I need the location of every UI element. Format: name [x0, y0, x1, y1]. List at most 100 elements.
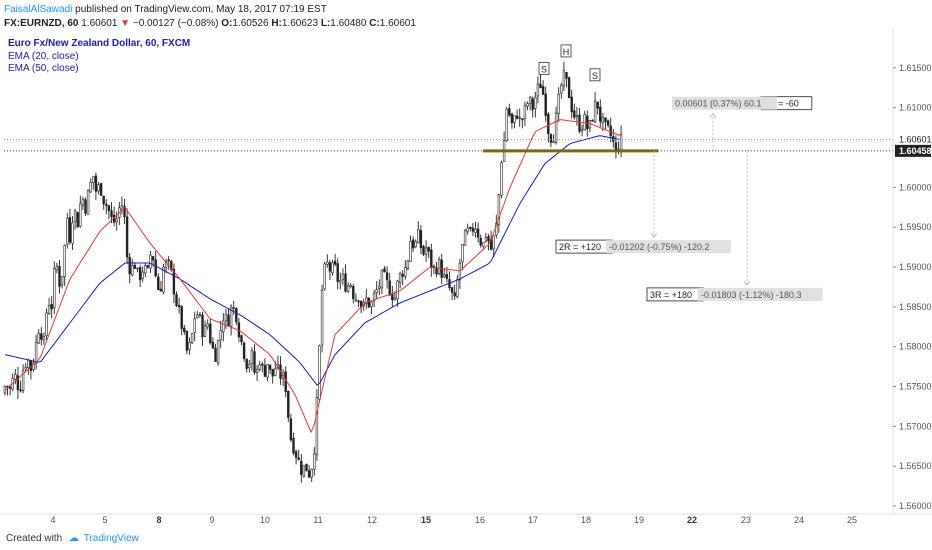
- candle[interactable]: [560, 82, 563, 99]
- candle[interactable]: [354, 293, 358, 302]
- candle[interactable]: [27, 358, 30, 376]
- candle[interactable]: [619, 125, 623, 158]
- candle[interactable]: [344, 264, 347, 293]
- candle[interactable]: [123, 199, 126, 225]
- pattern-label-box[interactable]: [560, 44, 572, 58]
- candle[interactable]: [580, 124, 584, 137]
- candle[interactable]: [471, 222, 475, 236]
- candle[interactable]: [58, 259, 61, 294]
- candle[interactable]: [427, 246, 430, 259]
- candle[interactable]: [578, 107, 581, 134]
- candle[interactable]: [250, 347, 254, 371]
- candle[interactable]: [515, 109, 519, 120]
- candle[interactable]: [227, 309, 230, 327]
- pattern-label-box[interactable]: [538, 62, 550, 75]
- candle[interactable]: [437, 256, 441, 276]
- candle[interactable]: [224, 308, 228, 330]
- candle[interactable]: [253, 344, 256, 375]
- candle[interactable]: [214, 343, 217, 362]
- candle[interactable]: [396, 279, 399, 307]
- candle[interactable]: [372, 289, 376, 308]
- candle[interactable]: [255, 365, 259, 381]
- candle[interactable]: [521, 117, 524, 129]
- candle[interactable]: [513, 114, 516, 129]
- legend-title[interactable]: Euro Fx/New Zealand Dollar, 60, FXCM: [8, 38, 191, 49]
- candle[interactable]: [268, 364, 272, 375]
- candle[interactable]: [414, 239, 417, 249]
- candle[interactable]: [183, 324, 186, 335]
- candle[interactable]: [136, 267, 139, 273]
- candle[interactable]: [305, 463, 308, 472]
- candle[interactable]: [352, 283, 355, 304]
- candle[interactable]: [19, 380, 22, 393]
- candle[interactable]: [500, 160, 503, 199]
- candle[interactable]: [526, 101, 529, 111]
- candle[interactable]: [313, 447, 316, 476]
- candle[interactable]: [375, 280, 378, 300]
- candle[interactable]: [606, 119, 610, 128]
- tradingview-brand[interactable]: TradingView: [83, 533, 139, 544]
- candle[interactable]: [180, 305, 183, 336]
- candle[interactable]: [47, 298, 51, 316]
- candle[interactable]: [229, 304, 233, 336]
- candle[interactable]: [206, 319, 209, 330]
- candle[interactable]: [24, 362, 27, 372]
- candle[interactable]: [120, 196, 124, 215]
- candle[interactable]: [190, 332, 194, 345]
- candle[interactable]: [29, 359, 33, 380]
- candle[interactable]: [565, 72, 568, 88]
- candle[interactable]: [266, 364, 269, 382]
- candle[interactable]: [476, 222, 480, 243]
- candle[interactable]: [583, 110, 586, 131]
- pattern-label-box[interactable]: [589, 68, 601, 82]
- candle[interactable]: [131, 258, 134, 277]
- candle[interactable]: [328, 259, 332, 281]
- candle[interactable]: [534, 91, 537, 118]
- candle[interactable]: [419, 224, 423, 254]
- candle[interactable]: [458, 258, 462, 289]
- candle[interactable]: [424, 240, 428, 262]
- candle[interactable]: [601, 112, 605, 132]
- candle[interactable]: [281, 369, 285, 387]
- candle[interactable]: [99, 182, 103, 197]
- candle[interactable]: [404, 260, 407, 280]
- ema20-line[interactable]: [4, 119, 621, 434]
- candle[interactable]: [71, 216, 74, 250]
- candle[interactable]: [162, 263, 165, 295]
- candle[interactable]: [409, 235, 412, 262]
- author-link[interactable]: FaisalAlSawadi: [4, 4, 73, 15]
- candle[interactable]: [79, 195, 82, 228]
- candle[interactable]: [201, 311, 204, 347]
- candle[interactable]: [73, 208, 77, 230]
- candle[interactable]: [492, 235, 495, 258]
- candle[interactable]: [271, 368, 274, 384]
- candle[interactable]: [320, 284, 324, 353]
- candle[interactable]: [66, 212, 69, 249]
- candle[interactable]: [40, 327, 43, 346]
- candle[interactable]: [318, 344, 321, 403]
- candle[interactable]: [544, 86, 547, 122]
- candle[interactable]: [170, 260, 173, 272]
- candle[interactable]: [240, 334, 243, 346]
- candle[interactable]: [562, 61, 566, 91]
- candle[interactable]: [508, 103, 511, 117]
- candle[interactable]: [326, 254, 329, 268]
- candle[interactable]: [549, 133, 553, 148]
- candle[interactable]: [68, 208, 72, 245]
- candle[interactable]: [484, 232, 488, 243]
- candle[interactable]: [297, 449, 300, 461]
- candle[interactable]: [128, 252, 131, 284]
- candle[interactable]: [193, 311, 196, 342]
- candle[interactable]: [188, 337, 191, 355]
- candle[interactable]: [570, 89, 573, 119]
- candle[interactable]: [287, 390, 290, 422]
- candle[interactable]: [34, 334, 38, 370]
- candle[interactable]: [406, 259, 410, 271]
- candle[interactable]: [339, 272, 342, 290]
- candle[interactable]: [422, 244, 425, 257]
- candle[interactable]: [518, 108, 521, 127]
- candle[interactable]: [505, 106, 508, 142]
- candle[interactable]: [60, 276, 64, 289]
- candle[interactable]: [310, 468, 313, 482]
- candle[interactable]: [89, 178, 92, 194]
